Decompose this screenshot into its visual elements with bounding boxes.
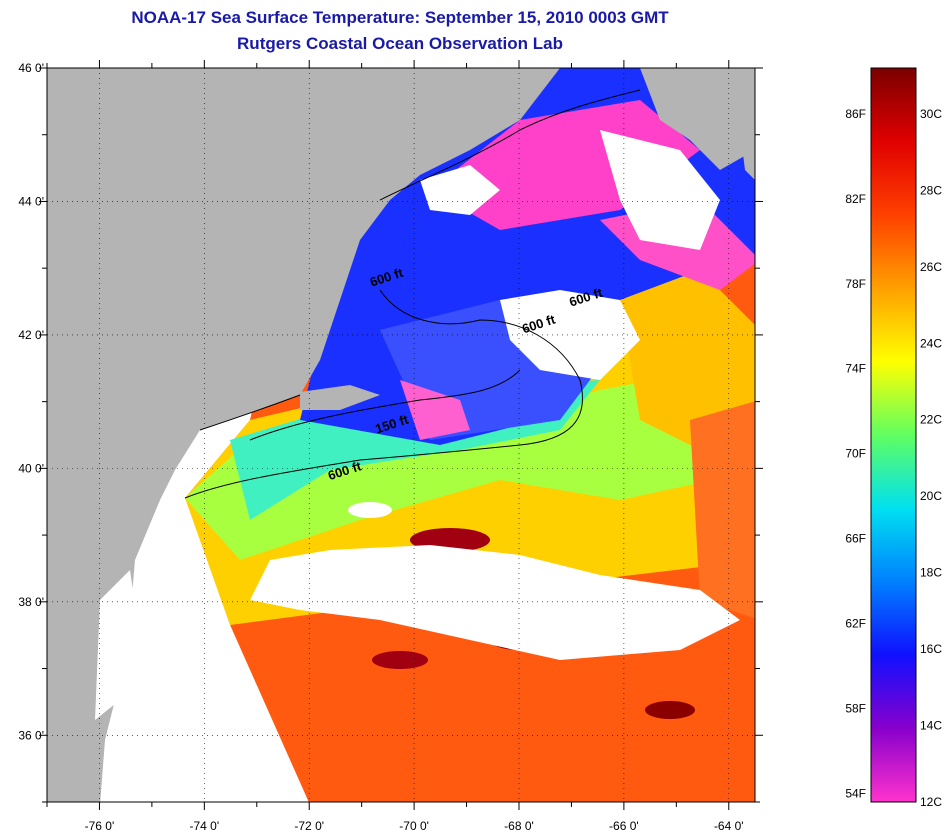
cloud-patch [348, 502, 392, 518]
colorbar-c-label: 22C [920, 413, 942, 427]
lat-label: 46 0' [18, 61, 44, 75]
cloud-band [250, 545, 740, 660]
colorbar-f-label: 86F [845, 107, 866, 121]
sst-hot-spot [372, 651, 428, 669]
colorbar-f-label: 62F [845, 617, 866, 631]
sst-green-band [185, 360, 755, 560]
colorbar-c-label: 20C [920, 489, 942, 503]
colorbar-celsius-labels: 30C 28C 26C 24C 22C 20C 18C 16C 14C 12C [920, 107, 942, 809]
chesapeake-bay [95, 570, 140, 720]
colorbar-f-label: 74F [845, 362, 866, 376]
colorbar-f-label: 82F [845, 192, 866, 206]
colorbar-c-label: 30C [920, 107, 942, 121]
long-island [300, 385, 380, 410]
latitude-labels: 46 0' 44 0' 42 0' 40 0' 38 0' 36 0' [18, 61, 44, 742]
lon-label: -68 0' [504, 819, 534, 833]
contour-600ft-line [184, 289, 583, 499]
colorbar-c-label: 28C [920, 183, 942, 197]
lon-label: -70 0' [399, 819, 429, 833]
colorbar-c-label: 24C [920, 336, 942, 350]
lat-label: 36 0' [18, 728, 44, 742]
sst-hot-spot [645, 701, 695, 719]
map-frame [46, 67, 756, 803]
contour-150ft-line [249, 369, 521, 441]
lat-lon-grid [47, 68, 755, 802]
cloud-patch [500, 290, 640, 380]
us-east-coast-land [47, 68, 560, 802]
map-subtitle: Rutgers Coastal Ocean Observation Lab [237, 34, 563, 53]
cloud-patch [420, 165, 500, 215]
lon-label: -66 0' [609, 819, 639, 833]
sst-pink-patch [400, 380, 470, 440]
colorbar [870, 67, 917, 803]
lon-label: -74 0' [190, 819, 220, 833]
colorbar-c-label: 18C [920, 566, 942, 580]
colorbar-f-label: 58F [845, 702, 866, 716]
longitude-labels: -76 0' -74 0' -72 0' -70 0' -68 0' -66 0' -64 … [85, 819, 744, 833]
bathymetry-contours [184, 89, 641, 499]
land-mask [47, 68, 755, 802]
cloud-patch [600, 130, 720, 250]
colorbar-fahrenheit-labels: 86F 82F 78F 74F 70F 66F 62F 58F 54F [845, 107, 866, 801]
axis-ticks [39, 60, 763, 810]
map-plot-area [47, 68, 755, 802]
sst-east-orange [690, 401, 755, 619]
lon-label: -72 0' [294, 819, 324, 833]
nova-scotia-land [640, 68, 755, 170]
lat-label: 40 0' [18, 461, 44, 475]
colorbar-f-label: 78F [845, 277, 866, 291]
colorbar-c-label: 14C [920, 719, 942, 733]
lon-label: -76 0' [85, 819, 115, 833]
map-title: NOAA-17 Sea Surface Temperature: Septemb… [131, 8, 669, 27]
nova-scotia-tip [740, 120, 755, 180]
colorbar-f-label: 54F [845, 787, 866, 801]
lat-label: 42 0' [18, 328, 44, 342]
colorbar-f-label: 70F [845, 447, 866, 461]
colorbar-c-label: 26C [920, 260, 942, 274]
colorbar-c-label: 12C [920, 795, 942, 809]
coastline-segment [379, 89, 641, 201]
lon-label: -64 0' [714, 819, 744, 833]
coastline-segment [199, 394, 301, 431]
colorbar-f-label: 66F [845, 532, 866, 546]
lat-label: 38 0' [18, 595, 44, 609]
colorbar-c-label: 16C [920, 642, 942, 656]
lat-label: 44 0' [18, 194, 44, 208]
